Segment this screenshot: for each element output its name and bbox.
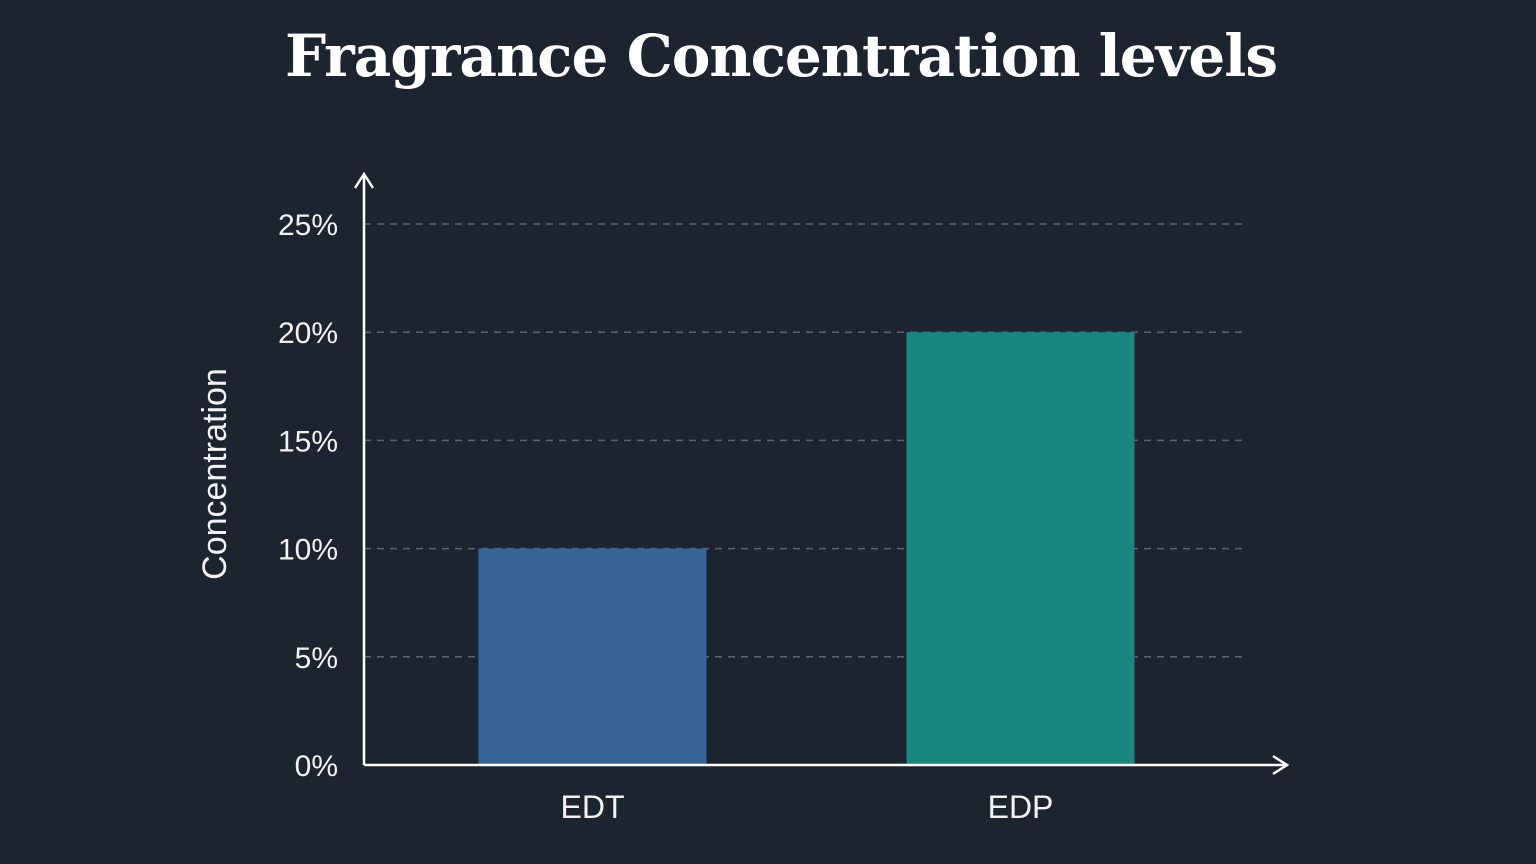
y-tick-label: 20% xyxy=(278,317,338,350)
x-axis-arrow-icon xyxy=(1272,754,1290,776)
bar-edp xyxy=(906,332,1135,765)
y-tick-label: 0% xyxy=(295,750,338,783)
y-axis-title: Concentration xyxy=(196,368,234,580)
y-tick-label: 5% xyxy=(295,642,338,675)
x-category-labels: EDT EDP xyxy=(561,789,1054,825)
y-tick-label: 10% xyxy=(278,534,338,567)
x-category-label: EDP xyxy=(988,789,1054,825)
y-axis-arrow-icon xyxy=(353,171,375,189)
y-tick-label: 25% xyxy=(278,209,338,242)
y-tick-label: 15% xyxy=(278,425,338,458)
x-category-label: EDT xyxy=(561,789,625,825)
chart-title: Fragrance Concentration levels xyxy=(285,22,1278,90)
bars xyxy=(478,332,1135,765)
y-tick-labels: 0% 5% 10% 15% 20% 25% xyxy=(278,209,338,783)
bar-edt xyxy=(478,548,707,765)
axes xyxy=(353,171,1290,776)
